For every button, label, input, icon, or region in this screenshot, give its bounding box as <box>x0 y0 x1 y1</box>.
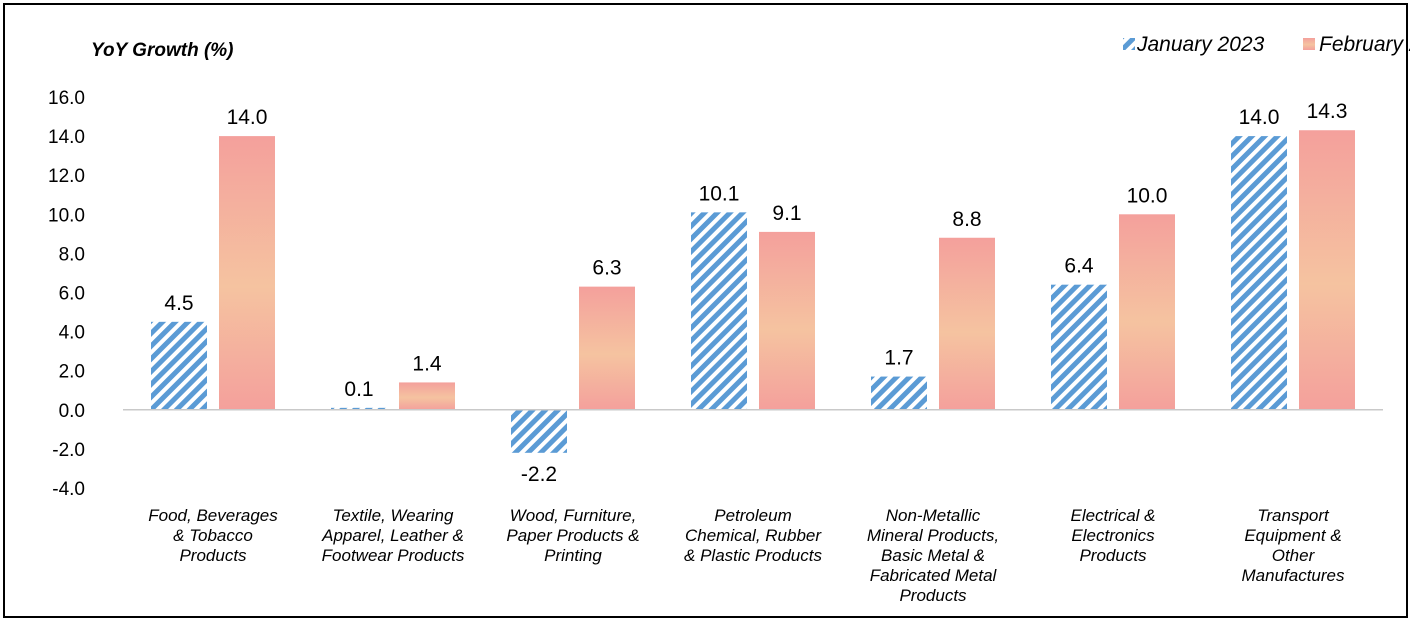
y-tick-label: 2.0 <box>59 362 85 383</box>
y-tick-label: 0.0 <box>59 401 85 422</box>
data-label: 14.0 <box>1239 106 1280 129</box>
data-label: 6.3 <box>592 257 621 280</box>
y-tick-label: 12.0 <box>48 166 85 187</box>
bar-january-2023 <box>151 321 207 410</box>
data-label: -2.2 <box>521 463 557 486</box>
bar-january-2023 <box>331 407 387 410</box>
legend-swatch-february <box>1303 38 1315 50</box>
data-label: 6.4 <box>1064 255 1094 278</box>
category-label: Transport Equipment & Other Manufactures <box>1242 506 1345 585</box>
category-label: Non-Metallic Mineral Products, Basic Metal… <box>867 506 999 605</box>
y-tick-label: -2.0 <box>52 440 85 461</box>
chart-frame: YoY Growth (%) January 2023 February 202… <box>3 3 1410 618</box>
bar-january-2023 <box>1051 284 1107 410</box>
bar-february-2023 <box>1299 130 1355 410</box>
bar-february-2023 <box>1119 214 1175 410</box>
bar-january-2023 <box>1231 136 1287 410</box>
y-axis-ticks: 16.0 14.0 12.0 10.0 8.0 6.0 4.0 2.0 0.0 -2.0 -4.0 <box>48 88 85 500</box>
category-label: Wood, Furniture, Paper Products & Printing <box>506 506 639 565</box>
data-label: 4.5 <box>164 292 193 315</box>
data-label: 10.0 <box>1127 184 1168 207</box>
y-tick-label: 6.0 <box>59 284 85 305</box>
y-tick-label: 8.0 <box>59 244 85 265</box>
data-label: 0.1 <box>344 378 373 401</box>
data-label: 1.4 <box>412 352 442 375</box>
data-label: 14.0 <box>227 106 268 129</box>
y-tick-label: 14.0 <box>48 127 85 148</box>
bar-february-2023 <box>579 286 635 410</box>
y-tick-label: 10.0 <box>48 205 85 226</box>
legend: January 2023 February 2023 <box>1123 33 1410 56</box>
data-label: 14.3 <box>1307 100 1348 123</box>
legend-label-january: January 2023 <box>1136 33 1265 56</box>
legend-label-february: February 2023 <box>1319 33 1410 56</box>
category-label: Electrical & Electronics Products <box>1070 506 1155 565</box>
category-label: Food, Beverages & Tobacco Products <box>148 506 278 565</box>
y-tick-label: -4.0 <box>52 479 85 500</box>
bar-february-2023 <box>939 237 995 410</box>
bar-february-2023 <box>219 136 275 410</box>
legend-swatch-january <box>1123 38 1135 50</box>
bars <box>151 130 1355 453</box>
y-tick-label: 16.0 <box>48 88 85 109</box>
data-label: 9.1 <box>772 202 801 225</box>
y-tick-label: 4.0 <box>59 323 85 344</box>
bar-february-2023 <box>399 382 455 410</box>
y-axis-title: YoY Growth (%) <box>91 40 234 61</box>
bar-january-2023 <box>511 409 567 453</box>
bar-january-2023 <box>871 376 927 410</box>
bar-january-2023 <box>691 212 747 410</box>
bar-february-2023 <box>759 231 815 410</box>
data-label: 10.1 <box>699 182 740 205</box>
data-label: 8.8 <box>952 208 981 231</box>
category-label: Textile, Wearing Apparel, Leather & Footwe… <box>321 506 465 565</box>
category-label: Petroleum Chemical, Rubber & Plastic Produ… <box>684 506 822 565</box>
data-labels: 4.5 14.0 0.1 1.4 -2.2 6.3 10.1 9.1 1.7 8.8 6.4 10.0… <box>164 100 1347 486</box>
bar-chart: YoY Growth (%) January 2023 February 202… <box>48 33 1410 605</box>
data-label: 1.7 <box>884 347 913 370</box>
category-labels: Food, Beverages & Tobacco Products Textile,… <box>148 506 1345 605</box>
